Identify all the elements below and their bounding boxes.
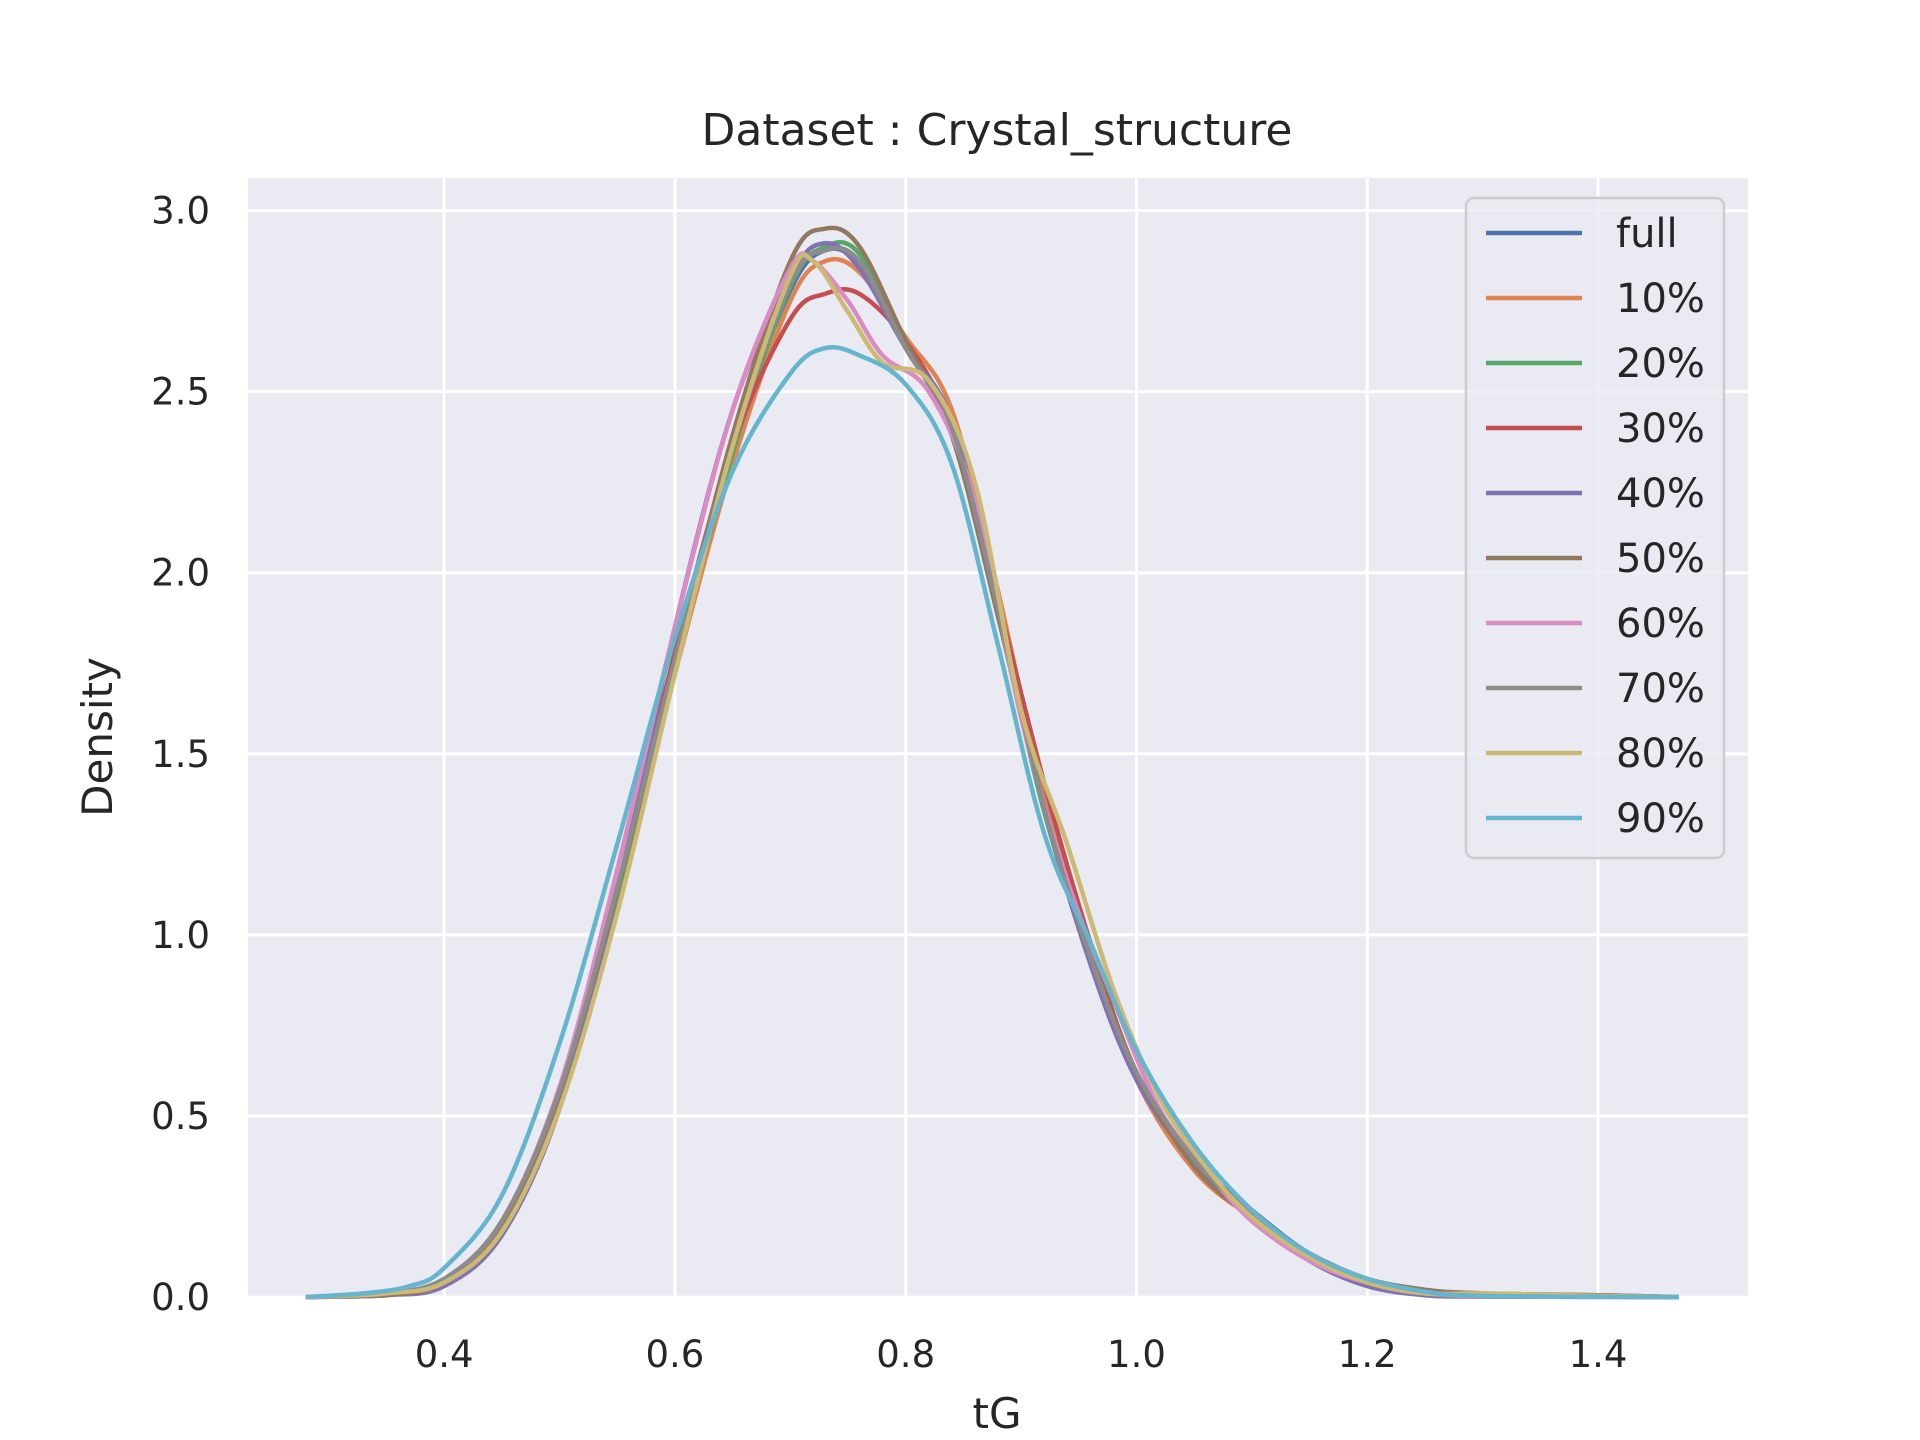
- y-tick-label: 0.0: [151, 1276, 210, 1319]
- x-tick-labels: 0.4 0.6 0.8 1.0 1.2 1.4: [415, 1333, 1628, 1376]
- y-tick-label: 2.5: [151, 371, 210, 414]
- legend-label: 20%: [1616, 341, 1705, 387]
- chart-title: Dataset : Crystal_structure: [702, 105, 1293, 156]
- legend-label: 50%: [1616, 536, 1705, 582]
- x-tick-label: 0.8: [876, 1333, 935, 1376]
- y-tick-label: 3.0: [151, 190, 210, 233]
- series-lines: [305, 225, 1679, 1300]
- x-tick-label: 1.2: [1338, 1333, 1397, 1376]
- legend-label: full: [1616, 211, 1678, 257]
- series-line-90pct: [305, 344, 1679, 1300]
- legend-label: 40%: [1616, 471, 1705, 517]
- y-tick-label: 1.0: [151, 914, 210, 957]
- x-axis-label: tG: [972, 1389, 1021, 1438]
- y-tick-labels: 0.0 0.5 1.0 1.5 2.0 2.5 3.0: [151, 190, 210, 1319]
- y-tick-label: 0.5: [151, 1095, 210, 1138]
- series-line-80pct: [305, 252, 1679, 1300]
- x-tick-label: 0.6: [646, 1333, 705, 1376]
- x-tick-label: 1.0: [1107, 1333, 1166, 1376]
- legend-label: 70%: [1616, 666, 1705, 712]
- x-tick-label: 0.4: [415, 1333, 474, 1376]
- legend-label: 60%: [1616, 601, 1705, 647]
- legend: full 10% 20% 30% 40% 50% 60% 70% 80% 90%: [1464, 196, 1726, 860]
- y-axis-label: Density: [73, 657, 122, 817]
- y-tick-label: 2.0: [151, 552, 210, 595]
- y-tick-label: 1.5: [151, 733, 210, 776]
- legend-label: 10%: [1616, 276, 1705, 322]
- legend-label: 30%: [1616, 406, 1705, 452]
- legend-label: 90%: [1616, 796, 1705, 842]
- legend-label: 80%: [1616, 731, 1705, 777]
- x-tick-label: 1.4: [1569, 1333, 1628, 1376]
